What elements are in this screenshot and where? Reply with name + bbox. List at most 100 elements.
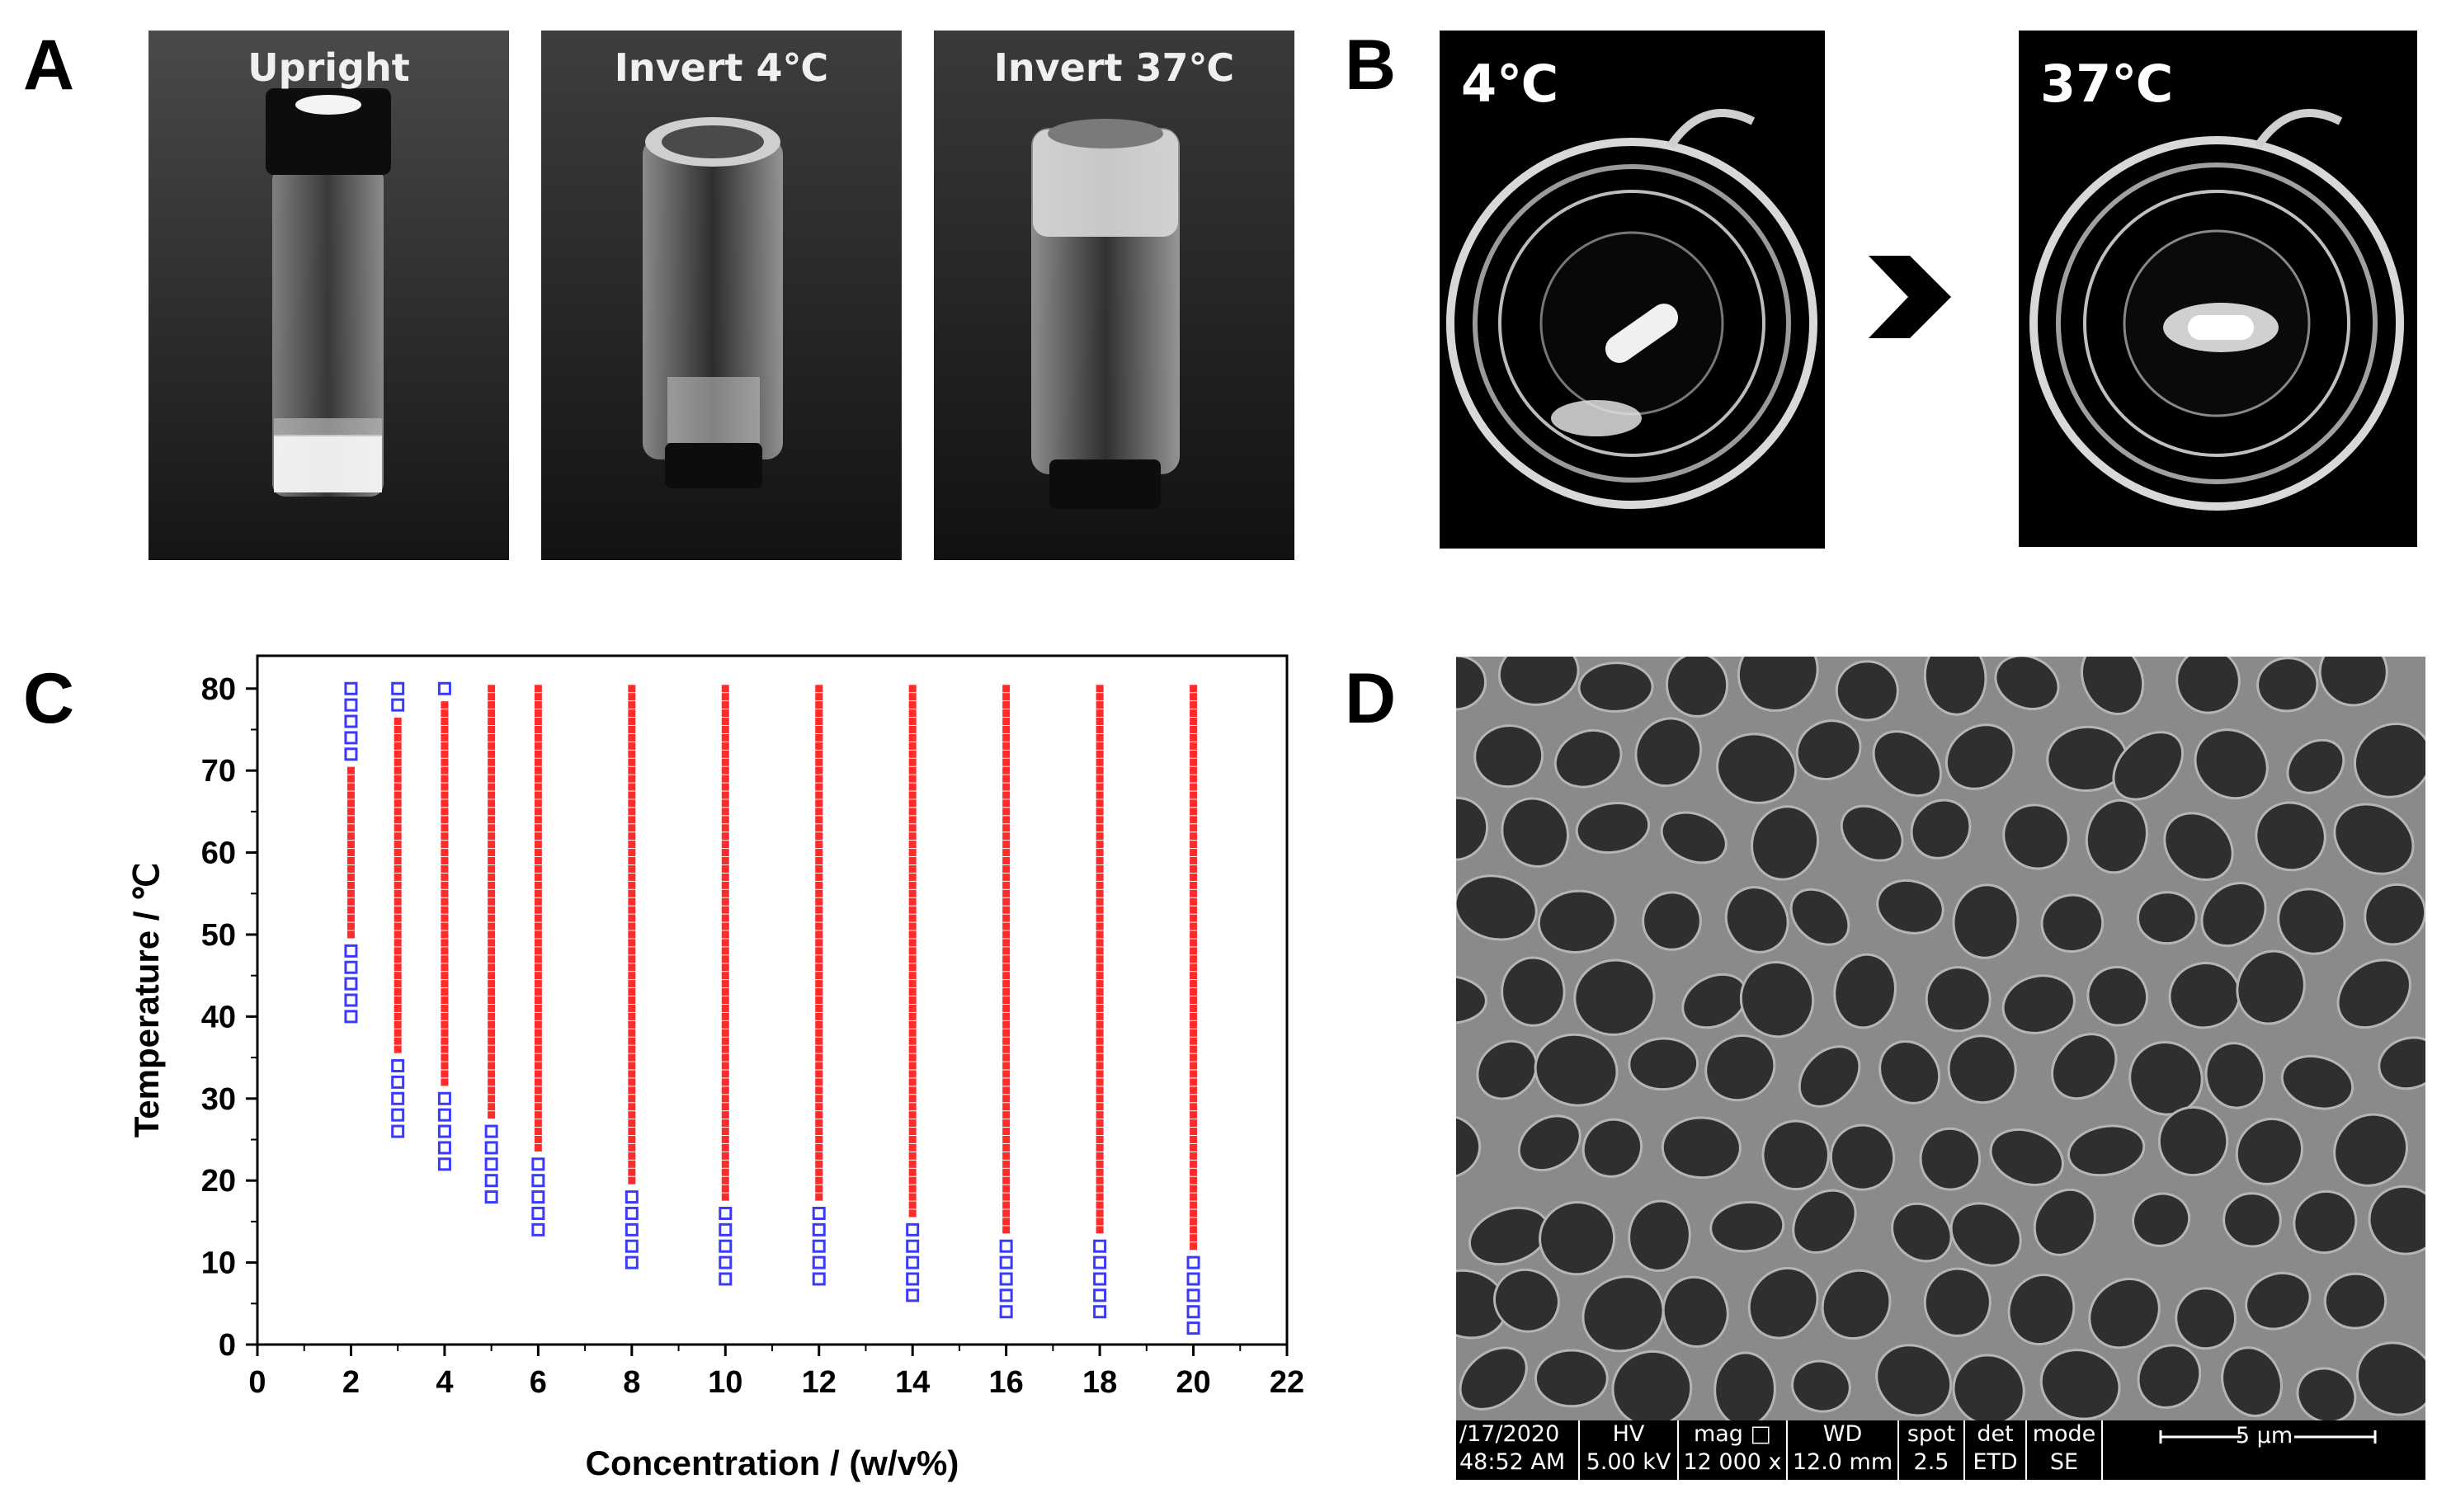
- sem-pore: [2256, 657, 2319, 713]
- gel-point: [908, 709, 917, 718]
- gel-point: [488, 1111, 496, 1119]
- gel-point: [628, 972, 636, 980]
- gel-point: [488, 709, 496, 718]
- gel-point: [815, 832, 823, 841]
- sem-image: [1456, 657, 2425, 1420]
- gel-point: [1002, 947, 1011, 955]
- gel-point: [441, 873, 449, 881]
- gel-point: [1002, 1193, 1011, 1201]
- sem-pore: [1642, 891, 1702, 951]
- gel-point: [1190, 963, 1198, 972]
- gel-point: [488, 841, 496, 849]
- gel-point: [908, 1086, 917, 1095]
- sem-pore: [1501, 797, 1569, 868]
- gel-point: [488, 873, 496, 881]
- y-tick-label: 0: [219, 1328, 236, 1363]
- gel-point: [346, 841, 355, 849]
- gel-point: [908, 1152, 917, 1160]
- gel-point: [721, 733, 729, 742]
- sol-point: [391, 1075, 405, 1089]
- gel-point: [908, 824, 917, 832]
- gel-point: [346, 824, 355, 832]
- sem-pore: [1575, 802, 1651, 855]
- sol-point: [999, 1272, 1013, 1286]
- gel-point: [394, 972, 402, 980]
- gel-point: [1002, 733, 1011, 742]
- sem-pore: [2333, 1113, 2409, 1187]
- gel-point: [534, 906, 542, 914]
- gel-point: [1096, 914, 1104, 922]
- sem-pore: [1994, 657, 2060, 711]
- gel-point: [1190, 1226, 1198, 1234]
- y-tick-label: 10: [201, 1246, 236, 1281]
- gel-point: [488, 906, 496, 914]
- gel-point: [346, 906, 355, 914]
- gel-point: [908, 1029, 917, 1037]
- gel-point: [628, 1128, 636, 1136]
- x-tick-label: 12: [802, 1365, 837, 1400]
- gel-point: [488, 791, 496, 799]
- gel-point: [815, 972, 823, 980]
- gel-point: [1096, 857, 1104, 865]
- gel-point: [488, 996, 496, 1004]
- gel-point: [534, 972, 542, 980]
- gel-point: [1190, 1004, 1198, 1012]
- sem-pore: [1537, 889, 1617, 954]
- gel-point: [1096, 1135, 1104, 1143]
- gel-point: [1190, 864, 1198, 873]
- gel-point: [1096, 849, 1104, 857]
- gel-point: [488, 881, 496, 889]
- gel-point: [815, 1029, 823, 1037]
- gel-point: [488, 742, 496, 750]
- gel-point: [721, 889, 729, 897]
- gel-point: [628, 1070, 636, 1078]
- x-tick-label: 6: [530, 1365, 547, 1400]
- sem-det-label: det: [1977, 1421, 2014, 1447]
- gel-point: [1190, 1078, 1198, 1086]
- gel-point: [488, 1095, 496, 1103]
- gel-point: [1096, 1226, 1104, 1234]
- gel-point: [441, 799, 449, 808]
- gel-point: [815, 922, 823, 930]
- gel-point: [628, 864, 636, 873]
- gel-point: [815, 725, 823, 733]
- gel-point: [1190, 1012, 1198, 1020]
- gel-point: [441, 864, 449, 873]
- sem-cell-spot: spot 2.5: [1899, 1420, 1965, 1480]
- gel-point: [628, 1176, 636, 1185]
- gel-point: [1002, 750, 1011, 758]
- sem-pore: [1876, 878, 1944, 935]
- sem-pore: [1476, 1039, 1538, 1100]
- gel-point: [534, 816, 542, 824]
- gel-point: [628, 808, 636, 816]
- gel-point: [1096, 930, 1104, 939]
- gel-point: [1096, 775, 1104, 783]
- sol-point: [531, 1190, 545, 1204]
- sol-point: [625, 1255, 639, 1269]
- gel-point: [1190, 849, 1198, 857]
- gel-point: [1002, 725, 1011, 733]
- gel-point: [815, 1128, 823, 1136]
- gel-point: [815, 775, 823, 783]
- gel-point: [1190, 1152, 1198, 1160]
- gel-point: [721, 832, 729, 841]
- sem-pore: [1791, 1359, 1851, 1413]
- label-invert-37c: Invert 37℃: [993, 45, 1235, 90]
- gel-point: [1190, 709, 1198, 718]
- gel-point: [721, 783, 729, 791]
- gel-point: [1190, 701, 1198, 709]
- gel-point: [908, 1135, 917, 1143]
- gel-point: [815, 718, 823, 726]
- gel-point: [1002, 693, 1011, 701]
- sem-pore: [1739, 960, 1815, 1039]
- gel-point: [346, 857, 355, 865]
- gel-point: [394, 897, 402, 906]
- gel-point: [534, 783, 542, 791]
- gel-point: [1190, 1135, 1198, 1143]
- sem-pore: [1724, 886, 1789, 954]
- gel-point: [815, 1168, 823, 1176]
- sem-pore: [2081, 657, 2145, 716]
- gel-point: [1190, 1234, 1198, 1242]
- gel-point: [1190, 766, 1198, 775]
- sol-point: [437, 681, 451, 695]
